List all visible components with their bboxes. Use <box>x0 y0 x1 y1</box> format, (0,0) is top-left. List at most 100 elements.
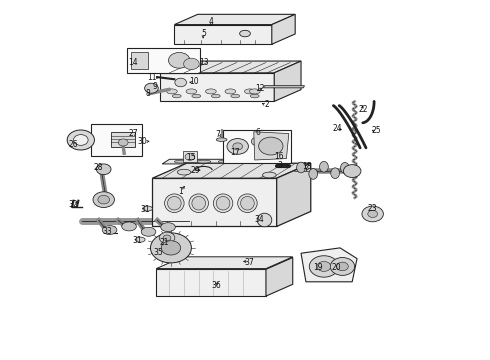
Text: 32: 32 <box>69 200 78 209</box>
Ellipse shape <box>177 169 191 175</box>
Circle shape <box>362 206 383 222</box>
Bar <box>223 130 291 163</box>
Ellipse shape <box>168 197 181 210</box>
Text: 30: 30 <box>138 137 147 146</box>
Ellipse shape <box>309 168 318 179</box>
Ellipse shape <box>186 89 197 94</box>
Text: 37: 37 <box>244 258 254 267</box>
Circle shape <box>337 262 348 271</box>
Text: 26: 26 <box>69 140 78 149</box>
Circle shape <box>317 261 331 271</box>
Ellipse shape <box>174 160 189 163</box>
Polygon shape <box>254 132 289 160</box>
Ellipse shape <box>102 226 117 234</box>
Text: 13: 13 <box>199 58 208 67</box>
Polygon shape <box>272 14 295 44</box>
Polygon shape <box>162 159 291 164</box>
Text: 2: 2 <box>265 100 270 109</box>
Ellipse shape <box>172 94 181 98</box>
Circle shape <box>309 256 339 277</box>
Circle shape <box>150 233 192 263</box>
Polygon shape <box>274 61 301 102</box>
Ellipse shape <box>250 94 259 98</box>
Ellipse shape <box>341 162 349 173</box>
Ellipse shape <box>262 160 277 163</box>
Circle shape <box>163 235 171 241</box>
Text: 17: 17 <box>230 148 240 157</box>
Text: 1: 1 <box>178 187 183 196</box>
Text: 34: 34 <box>255 215 265 224</box>
Text: 27: 27 <box>128 129 138 138</box>
Bar <box>130 53 147 68</box>
Ellipse shape <box>196 160 211 163</box>
Ellipse shape <box>331 168 340 179</box>
Ellipse shape <box>225 89 236 94</box>
Text: 3: 3 <box>278 161 283 170</box>
Ellipse shape <box>218 160 233 163</box>
Text: 23: 23 <box>368 204 377 213</box>
Ellipse shape <box>231 94 240 98</box>
Polygon shape <box>156 257 293 269</box>
Text: 24: 24 <box>333 124 343 133</box>
Text: 31: 31 <box>140 205 150 214</box>
Bar <box>91 124 142 156</box>
Ellipse shape <box>211 94 220 98</box>
Ellipse shape <box>167 89 177 94</box>
Text: 21: 21 <box>159 238 169 247</box>
Polygon shape <box>277 163 311 226</box>
Circle shape <box>184 58 199 69</box>
Ellipse shape <box>143 206 152 211</box>
Circle shape <box>330 257 355 275</box>
Polygon shape <box>301 248 357 282</box>
Polygon shape <box>156 269 266 296</box>
Polygon shape <box>160 61 301 73</box>
Text: 9: 9 <box>152 82 157 91</box>
Circle shape <box>343 165 361 177</box>
Text: 6: 6 <box>255 129 260 138</box>
Circle shape <box>159 232 175 244</box>
Ellipse shape <box>165 194 184 212</box>
Text: 22: 22 <box>358 105 368 114</box>
Ellipse shape <box>319 161 328 172</box>
Text: 25: 25 <box>372 126 381 135</box>
Text: 10: 10 <box>189 77 198 86</box>
Polygon shape <box>174 24 272 44</box>
Ellipse shape <box>192 94 201 98</box>
Ellipse shape <box>135 237 145 242</box>
Text: 12: 12 <box>255 84 265 93</box>
Text: 5: 5 <box>201 29 206 38</box>
Ellipse shape <box>241 197 254 210</box>
Polygon shape <box>160 73 274 102</box>
Ellipse shape <box>189 194 208 212</box>
Circle shape <box>169 53 190 68</box>
Ellipse shape <box>296 162 305 173</box>
Circle shape <box>251 137 263 146</box>
Polygon shape <box>152 163 311 178</box>
Ellipse shape <box>249 89 260 94</box>
Text: 28: 28 <box>93 163 102 172</box>
Text: 8: 8 <box>145 89 150 98</box>
Ellipse shape <box>263 172 276 178</box>
Polygon shape <box>264 86 304 88</box>
Text: 16: 16 <box>274 152 284 161</box>
Ellipse shape <box>122 222 136 231</box>
Circle shape <box>118 139 128 146</box>
Ellipse shape <box>240 160 255 163</box>
Ellipse shape <box>245 89 255 94</box>
Circle shape <box>227 139 248 154</box>
Polygon shape <box>174 14 295 24</box>
Polygon shape <box>266 257 293 296</box>
Ellipse shape <box>141 227 156 236</box>
Text: 19: 19 <box>313 263 323 272</box>
Text: 4: 4 <box>208 17 213 26</box>
Circle shape <box>74 135 88 145</box>
Circle shape <box>145 83 158 93</box>
Ellipse shape <box>213 194 233 212</box>
Ellipse shape <box>192 197 205 210</box>
Text: 35: 35 <box>153 248 163 257</box>
Polygon shape <box>152 178 277 226</box>
Text: 7: 7 <box>216 130 220 139</box>
Polygon shape <box>156 257 293 269</box>
Text: 36: 36 <box>212 281 221 290</box>
Text: 20: 20 <box>332 263 342 272</box>
